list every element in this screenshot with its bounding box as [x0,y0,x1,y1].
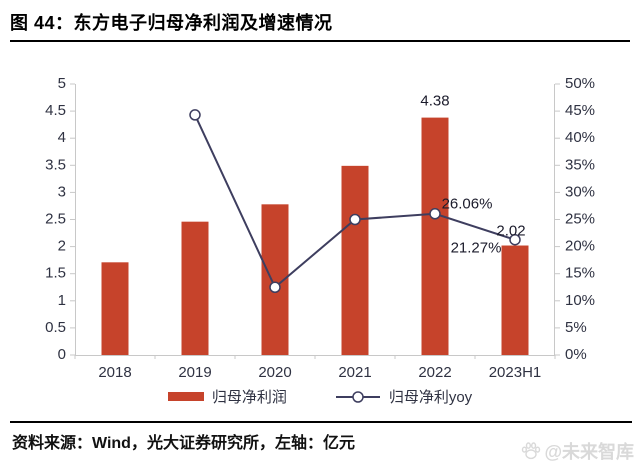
bar [181,221,209,355]
line-series-swatch [335,390,380,403]
right-axis-tick-label: 15% [565,265,595,282]
chart-canvas: 00.511.522.533.544.550%5%10%15%20%25%30%… [45,75,595,381]
right-axis-tick-label: 25% [565,210,595,227]
title-divider [10,40,630,42]
right-axis-tick-label: 5% [565,319,587,336]
left-axis-tick-label: 1 [58,292,66,309]
data-label: 26.06% [442,196,493,213]
line-marker [189,109,201,121]
bar-series-swatch [167,392,204,401]
line-marker [429,208,441,220]
left-axis-tick-label: 5 [58,75,66,92]
data-label: 2.02 [496,223,525,240]
chart-legend: 归母净利润 归母净利yoy [0,386,640,407]
left-axis-tick-label: 2.5 [45,210,66,227]
x-axis-category-label: 2022 [418,364,451,381]
left-axis-tick-label: 0.5 [45,319,66,336]
source-note: 资料来源：Wind，光大证券研究所，左轴：亿元 [12,435,355,452]
data-label: 4.38 [420,93,449,110]
x-axis-category-label: 2018 [98,364,131,381]
x-axis-category-label: 2023H1 [489,364,542,381]
x-axis-category-label: 2019 [178,364,211,381]
x-axis-category-label: 2021 [338,364,371,381]
watermark-text: @未来智库 [544,442,634,462]
line-marker [269,281,281,293]
right-axis-tick-label: 10% [565,292,595,309]
x-axis-category-label: 2020 [258,364,291,381]
right-axis-tick-label: 20% [565,238,595,255]
paw-icon [522,442,541,460]
line-marker [349,213,361,226]
right-axis-tick-label: 50% [565,75,595,92]
right-axis-tick-label: 0% [565,346,587,363]
bar [421,117,449,355]
legend-item-yoy: 归母净利yoy [335,386,472,407]
figure-title: 图 44：东方电子归母净利润及增速情况 [10,13,333,33]
bar [341,165,369,355]
right-axis-tick-label: 30% [565,183,595,200]
right-axis-tick-label: 45% [565,102,595,119]
legend-item-net-profit: 归母净利润 [167,386,287,407]
right-axis-tick-label: 40% [565,129,595,146]
left-axis-tick-label: 4.5 [45,102,66,119]
left-axis-tick-label: 3.5 [45,156,66,173]
data-label: 21.27% [451,240,502,257]
footer-divider [10,421,632,423]
legend-label: 归母净利yoy [388,389,473,406]
right-axis-tick-label: 35% [565,156,595,173]
left-axis-tick-label: 3 [58,183,66,200]
bar [501,245,529,355]
left-axis-tick-label: 2 [58,238,66,255]
bar [101,262,129,355]
left-axis-tick-label: 0 [58,346,66,363]
combo-chart: 0 0.5 1 1.5 2 2.5 3 3.5 4 4.5 5 0% 5% 10% 15% 20% 25% 30%… [0,55,640,385]
watermark: @未来智库 [521,438,634,464]
left-axis-tick-label: 1.5 [45,265,66,282]
left-axis-tick-label: 4 [58,129,66,146]
line-marker [509,233,521,246]
legend-label: 归母净利润 [211,389,287,406]
